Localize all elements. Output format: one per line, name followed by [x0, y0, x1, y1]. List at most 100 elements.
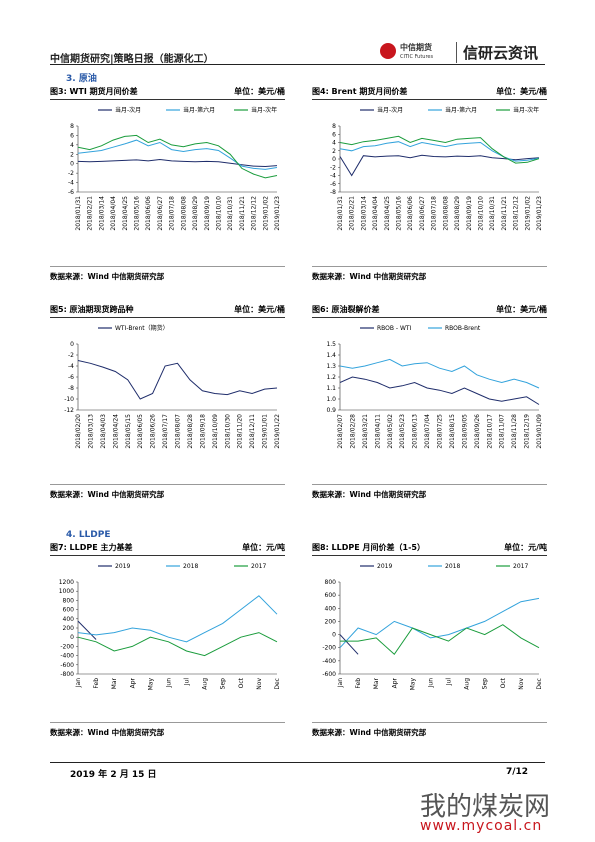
x-tick-label: 2018/10/10: [477, 196, 484, 231]
x-tick-label: 2018/09/19: [466, 196, 473, 231]
figure-unit: 单位：元/吨: [242, 543, 285, 552]
x-tick-label: 2018/12/19: [524, 414, 531, 449]
series-line: [77, 360, 278, 400]
series-line: [77, 595, 278, 643]
x-tick-label: 2018/02/28: [349, 414, 356, 449]
x-tick-label: 2018/06/13: [412, 414, 419, 449]
y-tick-label: 0: [70, 341, 74, 348]
series-line: [77, 632, 278, 657]
chart: -12 -10 -8 -6 -4 -2 0 2018/02/20 2018/03/13 2018/…: [64, 324, 281, 449]
section-title: 3. 原油: [66, 74, 97, 84]
legend-label: 2019: [115, 563, 130, 570]
x-tick-label: 2018/04/25: [122, 196, 129, 231]
x-tick-label: Jul: [446, 678, 453, 687]
x-tick-label: Sep: [220, 678, 227, 690]
footer-date: 2019 年 2 月 15 日: [70, 770, 157, 780]
y-tick-label: -4: [330, 173, 336, 180]
y-tick-label: 8: [70, 123, 74, 130]
x-tick-label: 2018/12/12: [251, 196, 258, 231]
x-tick-label: 2018/12/12: [513, 196, 520, 231]
legend-label: 2018: [183, 563, 198, 570]
x-tick-label: Aug: [464, 678, 471, 690]
legend-label: 2019: [377, 563, 392, 570]
x-tick-label: 2018/01/31: [75, 196, 82, 231]
x-tick-label: 2018/07/17: [162, 414, 169, 449]
x-tick-label: Nov: [256, 678, 263, 690]
x-tick-label: 2018/10/09: [212, 414, 219, 449]
chart: -600 -400 -200 0 200 400 600 800 Jan Feb Mar Apr May…: [322, 563, 543, 691]
x-tick-label: 2018/06/06: [407, 196, 414, 231]
figure-title: 图4: Brent 期货月间价差: [312, 87, 408, 96]
x-tick-label: 2018/08/08: [180, 196, 187, 231]
figure-title: 图5: 原油期现货跨品种: [50, 305, 134, 314]
y-tick-label: -600: [322, 671, 336, 678]
legend-label: RBOB - WTI: [377, 325, 412, 332]
y-tick-label: -400: [60, 653, 74, 660]
x-tick-label: Aug: [202, 678, 209, 690]
x-tick-label: 2018/02/21: [349, 196, 356, 231]
x-tick-label: 2018/11/21: [501, 196, 508, 231]
y-tick-label: 400: [325, 605, 337, 612]
legend-label: 当月-次年: [251, 106, 277, 114]
x-tick-label: 2018/06/05: [137, 414, 144, 449]
figure-header: 图7: LLDPE 主力基差 单位：元/吨: [50, 542, 285, 556]
y-tick-label: 1.1: [326, 385, 336, 392]
x-tick-label: Oct: [238, 677, 245, 688]
x-tick-label: 2018/10/30: [224, 414, 231, 449]
x-tick-label: Oct: [500, 677, 507, 688]
figure-unit: 单位：美元/桶: [496, 305, 547, 314]
x-tick-label: 2018/04/04: [372, 196, 379, 231]
y-tick-label: -200: [322, 645, 336, 652]
y-tick-label: -8: [68, 385, 74, 392]
y-tick-label: 1.4: [326, 352, 336, 359]
x-tick-label: 2018/08/29: [454, 196, 461, 231]
y-tick-label: 6: [70, 132, 74, 139]
legend-label: 当月-第六月: [445, 106, 477, 114]
x-tick-label: May: [409, 678, 416, 691]
x-tick-label: 2018/08/15: [449, 414, 456, 449]
legend-label: 当月-次月: [377, 106, 403, 114]
logo-en: CITIC Futures: [400, 54, 434, 60]
x-tick-label: 2018/04/24: [112, 414, 119, 449]
brand: 信研云资讯: [456, 42, 538, 63]
y-tick-label: 0: [70, 634, 74, 641]
figure-title: 图8: LLDPE 月间价差（1-5）: [312, 543, 425, 552]
x-tick-label: May: [147, 678, 154, 691]
chart: 0.9 1.0 1.1 1.2 1.3 1.4 1.5 2018/02/07 2018/02/2…: [326, 325, 543, 449]
x-tick-label: 2018/10/31: [489, 196, 496, 231]
y-tick-label: -10: [64, 396, 74, 403]
y-tick-label: 800: [63, 597, 75, 604]
figure-unit: 单位：美元/桶: [234, 87, 285, 96]
x-tick-label: 2018/05/15: [125, 414, 132, 449]
y-tick-label: -12: [64, 407, 74, 414]
x-tick-label: 2018/04/25: [384, 196, 391, 231]
y-tick-label: -200: [60, 643, 74, 650]
section-title: 4. LLDPE: [66, 530, 111, 540]
x-tick-label: 2018/07/04: [424, 414, 431, 449]
series-line: [339, 358, 540, 389]
x-tick-label: 2018/06/06: [145, 196, 152, 231]
legend-label: 当月-第六月: [183, 106, 215, 114]
legend-label: 2018: [445, 563, 460, 570]
x-tick-label: 2018/09/18: [199, 414, 206, 449]
x-tick-label: 2018/08/07: [175, 414, 182, 449]
watermark-url: www.mycoal.cn: [420, 818, 543, 834]
series-line: [340, 624, 540, 656]
x-tick-label: 2018/05/23: [399, 414, 406, 449]
x-tick-label: 2019/01/22: [274, 414, 281, 449]
x-tick-label: 2018/06/26: [150, 414, 157, 449]
figure-header: 图5: 原油期现货跨品种 单位：美元/桶: [50, 304, 285, 318]
x-tick-label: 2018/03/14: [98, 196, 105, 231]
y-tick-label: 6: [332, 131, 336, 138]
y-tick-label: 1.2: [326, 374, 336, 381]
watermark-name: 我的煤炭网: [420, 792, 551, 822]
y-tick-label: 1200: [59, 579, 74, 586]
y-tick-label: 8: [332, 123, 336, 130]
y-tick-label: -8: [330, 189, 336, 196]
x-tick-label: Dec: [274, 678, 281, 690]
y-tick-label: -2: [330, 164, 336, 171]
y-tick-label: 600: [325, 592, 337, 599]
y-tick-label: 4: [70, 142, 74, 149]
series-line: [339, 634, 359, 655]
y-tick-label: 0: [332, 632, 336, 639]
